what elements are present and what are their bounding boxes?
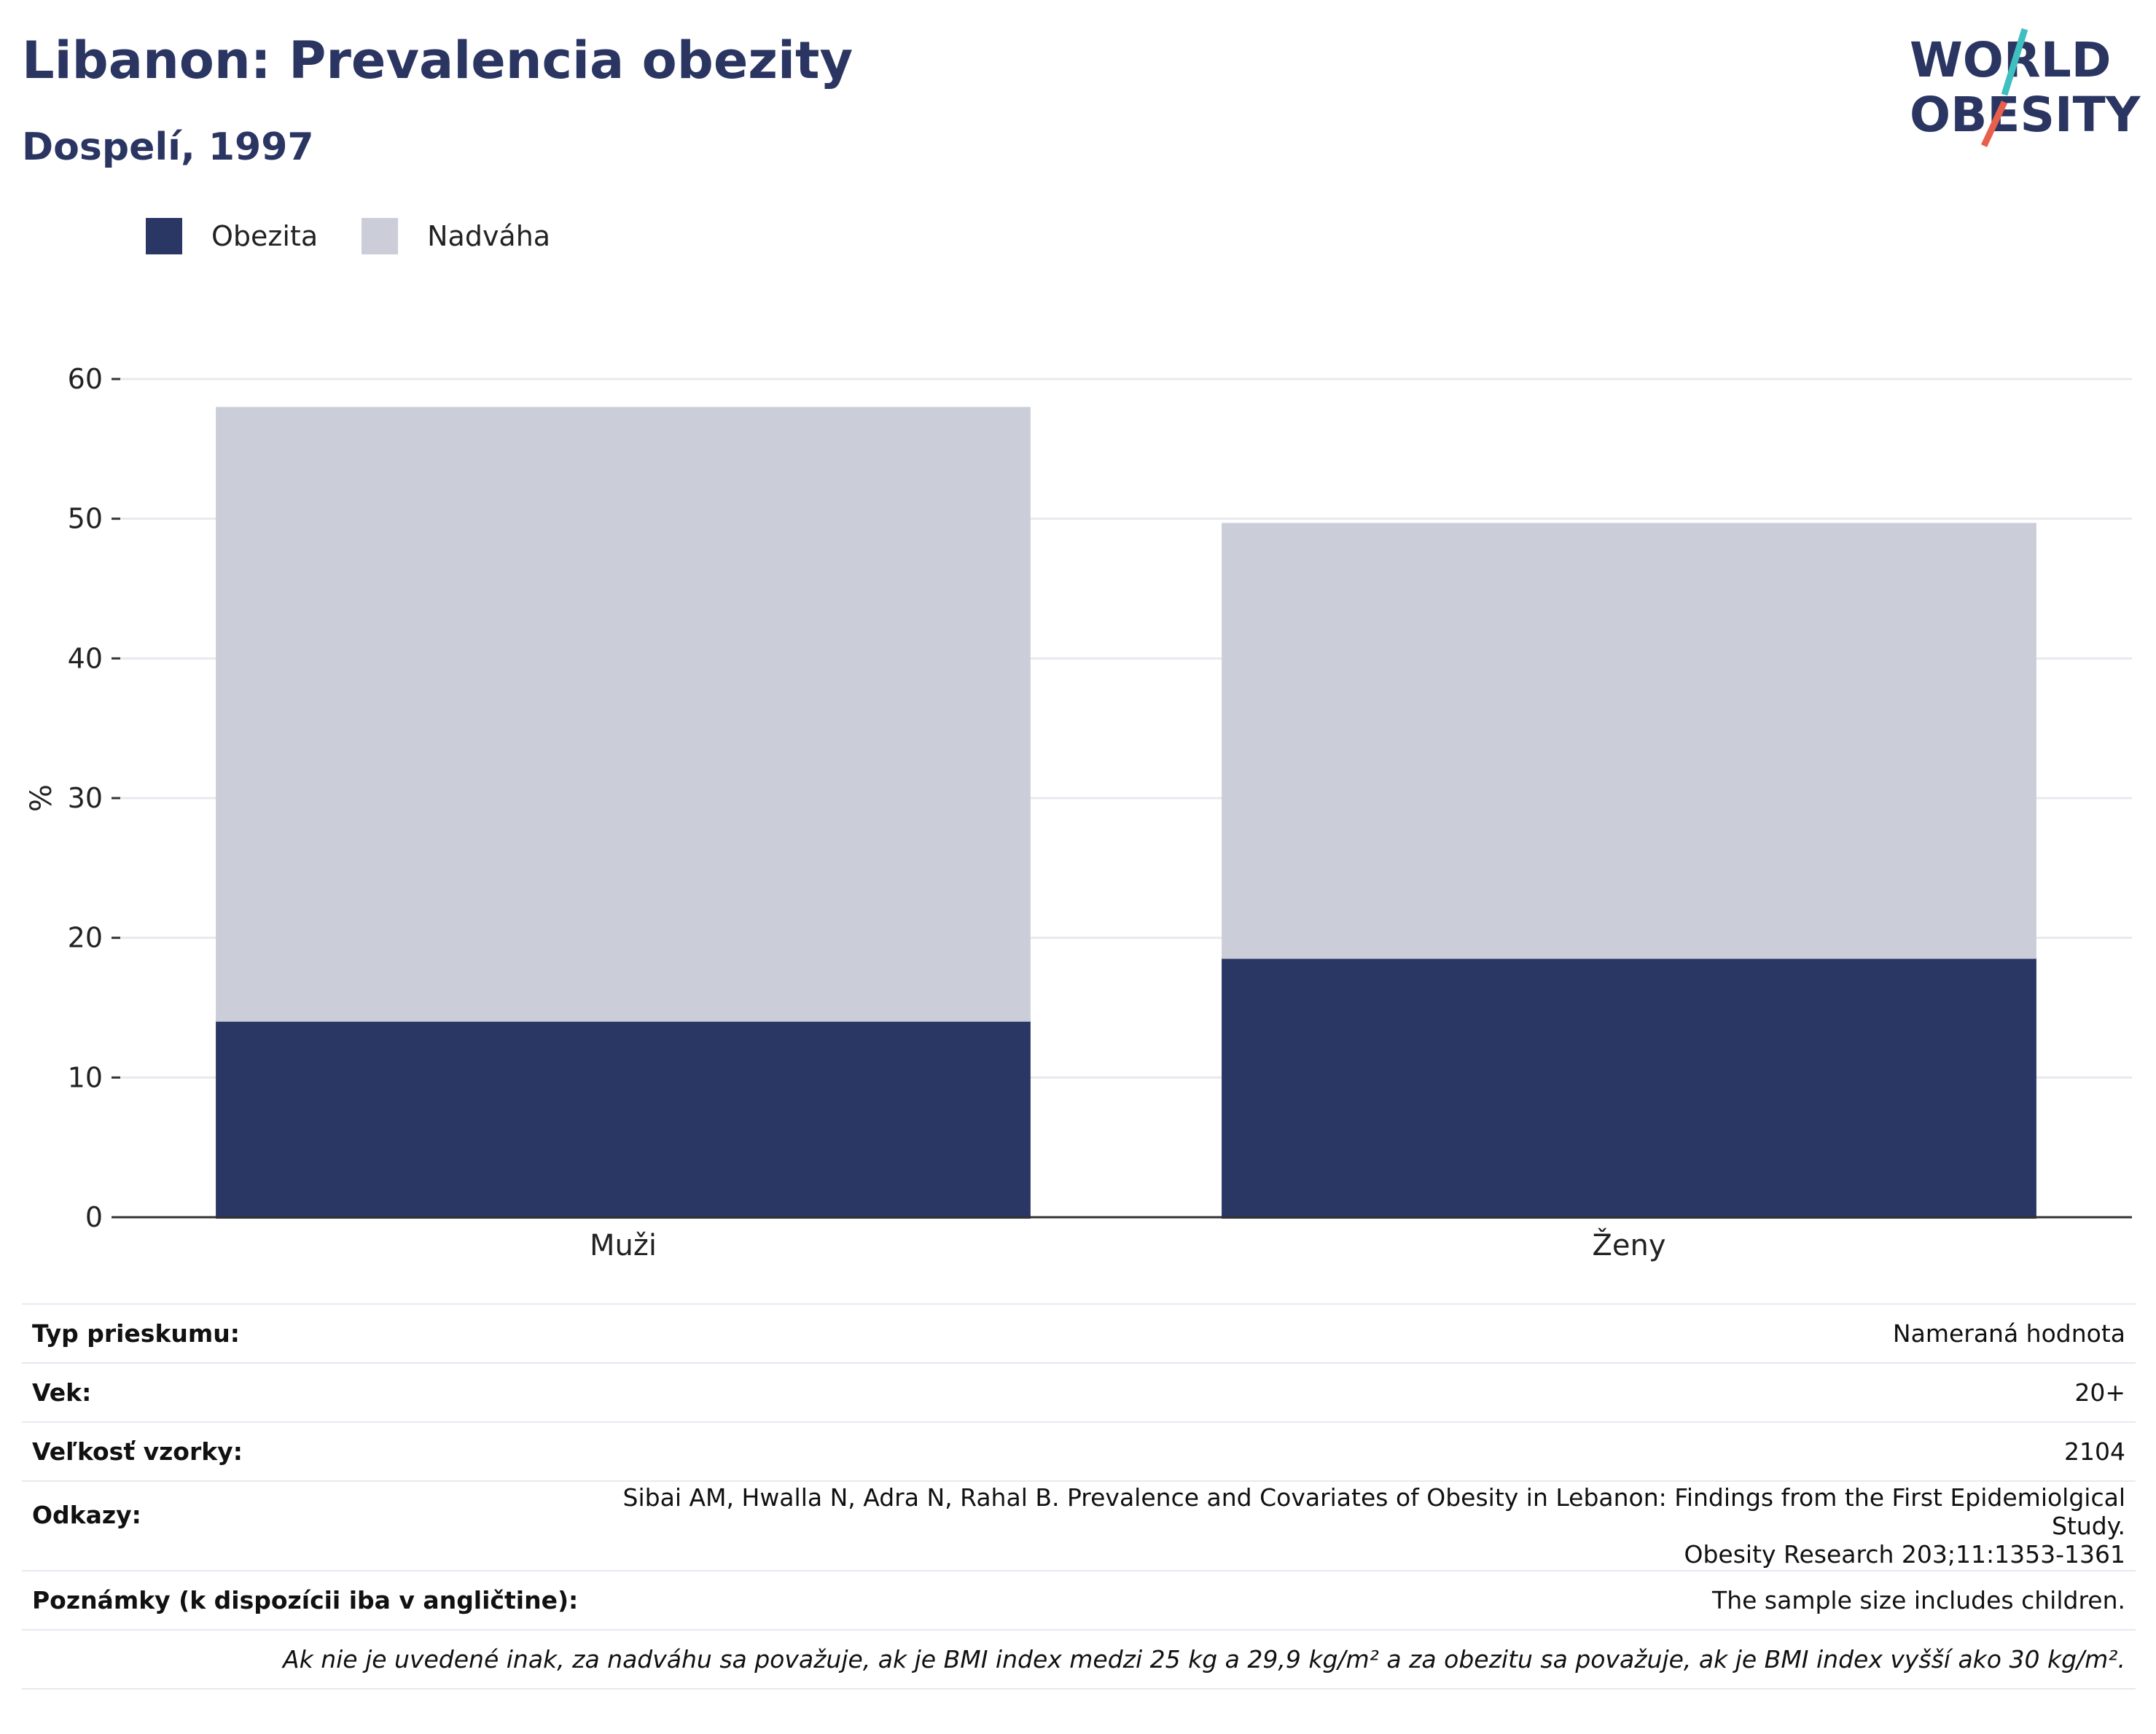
chart-legend: Obezita Nadváha bbox=[146, 217, 594, 255]
legend-swatch-obesity bbox=[146, 218, 182, 254]
stacked-bar-chart: 0 10 20 30 40 50 60% Muži Ženy bbox=[25, 363, 2132, 1262]
legend-label-obesity: Obezita bbox=[211, 220, 319, 252]
info-key: Odkazy: bbox=[22, 1480, 589, 1571]
bar-overweight-men bbox=[216, 407, 1031, 1022]
y-tick-label: 50 bbox=[68, 503, 103, 535]
bmi-footnote: Ak nie je uvedené inak, za nadváhu sa po… bbox=[22, 1629, 2136, 1690]
info-row-notes: Poznámky (k dispozícii iba v angličtine)… bbox=[22, 1570, 2136, 1630]
y-tick-label: 20 bbox=[68, 922, 103, 954]
info-key: Vek: bbox=[22, 1362, 589, 1422]
legend-item-obesity: Obezita bbox=[146, 218, 318, 254]
logo-slash-top bbox=[2001, 28, 2028, 96]
bar-overweight-women bbox=[1222, 523, 2036, 959]
y-tick-label: 60 bbox=[68, 363, 103, 395]
info-row-footnote: Ak nie je uvedené inak, za nadváhu sa po… bbox=[22, 1629, 2136, 1690]
logo-slash-bottom bbox=[1980, 101, 2008, 147]
info-value: 2104 bbox=[588, 1421, 2136, 1481]
reference-line-1: Sibai AM, Hwalla N, Adra N, Rahal B. Pre… bbox=[622, 1483, 2125, 1540]
page-subtitle: Dospelí, 1997 bbox=[22, 125, 314, 169]
legend-swatch-overweight bbox=[362, 218, 399, 254]
y-tick-label: 40 bbox=[68, 642, 103, 674]
bar-obesity-men bbox=[216, 1020, 1031, 1219]
reference-line-2: Obesity Research 203;11:1353-1361 bbox=[1684, 1540, 2126, 1569]
info-key: Veľkosť vzorky: bbox=[22, 1421, 589, 1481]
info-row-references: Odkazy: Sibai AM, Hwalla N, Adra N, Raha… bbox=[22, 1480, 2136, 1571]
info-key: Poznámky (k dispozícii iba v angličtine)… bbox=[22, 1570, 589, 1630]
y-tick-label: 0 bbox=[85, 1201, 103, 1233]
survey-info-table: Typ prieskumu: Nameraná hodnota Vek: 20+… bbox=[22, 1303, 2136, 1690]
legend-label-overweight: Nadváha bbox=[427, 220, 551, 252]
logo-line2: OBESITY bbox=[1910, 87, 2141, 143]
bar-obesity-women bbox=[1222, 957, 2036, 1219]
legend-item-overweight: Nadváha bbox=[362, 218, 550, 254]
x-category-label: Ženy bbox=[1592, 1227, 1665, 1262]
y-tick-label: 10 bbox=[68, 1061, 103, 1093]
info-value: Sibai AM, Hwalla N, Adra N, Rahal B. Pre… bbox=[588, 1480, 2136, 1571]
info-key: Typ prieskumu: bbox=[22, 1303, 589, 1363]
info-row-survey-type: Typ prieskumu: Nameraná hodnota bbox=[22, 1303, 2136, 1363]
x-category-label: Muži bbox=[590, 1229, 657, 1262]
info-value: 20+ bbox=[588, 1362, 2136, 1422]
info-row-age: Vek: 20+ bbox=[22, 1362, 2136, 1422]
info-row-sample-size: Veľkosť vzorky: 2104 bbox=[22, 1421, 2136, 1481]
y-tick-label: 30 bbox=[68, 782, 103, 814]
info-value: The sample size includes children. bbox=[588, 1570, 2136, 1630]
y-axis-label: % bbox=[25, 784, 58, 812]
info-value: Nameraná hodnota bbox=[588, 1303, 2136, 1363]
page-title: Libanon: Prevalencia obezity bbox=[22, 31, 854, 90]
world-obesity-logo: WORLD OBESITY bbox=[1910, 28, 2141, 147]
